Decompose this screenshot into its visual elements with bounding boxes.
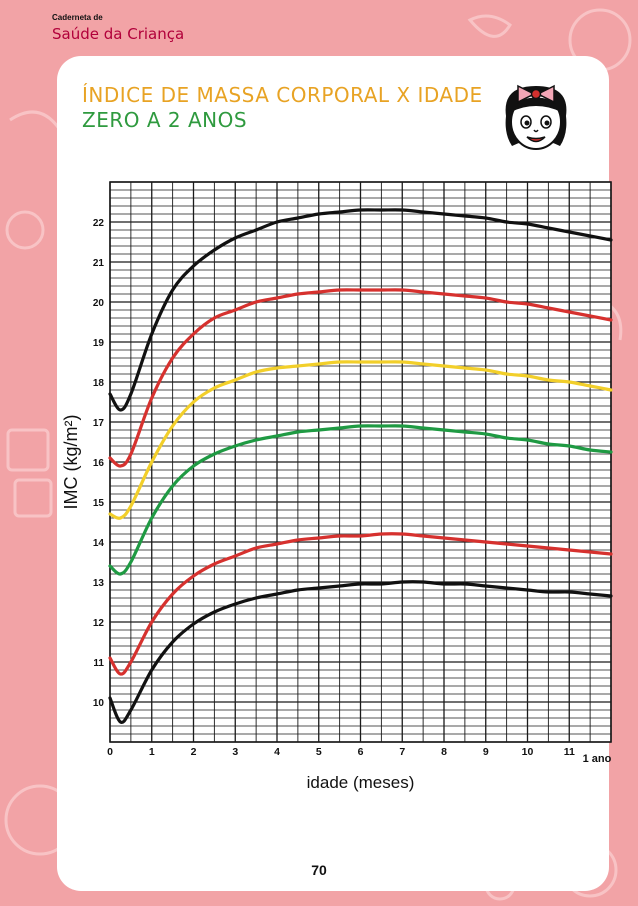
x-tick-label: 3 — [232, 746, 238, 758]
y-axis-label: IMC (kg/m²) — [61, 415, 81, 510]
booklet-title-top: Caderneta de — [52, 13, 103, 22]
curve-line-4 — [108, 424, 613, 576]
x-tick-label: 9 — [483, 746, 489, 758]
x-tick-label: 0 — [107, 746, 113, 758]
y-tick-label: 20 — [93, 298, 105, 309]
curve-line-1 — [108, 208, 613, 412]
curve-line-2 — [108, 288, 613, 468]
x-axis-label: idade (meses) — [307, 773, 415, 792]
x-tick-label: 1 ano — [583, 753, 612, 765]
y-tick-label: 10 — [93, 698, 105, 709]
curve-line-6 — [108, 580, 613, 724]
chart-title: ÍNDICE DE MASSA CORPORAL X IDADE — [82, 83, 483, 107]
y-tick-label: 11 — [93, 658, 104, 669]
booklet-title-bottom: Saúde da Criança — [52, 25, 185, 43]
page-number: 70 — [311, 862, 327, 878]
y-tick-label: 19 — [93, 338, 105, 349]
y-tick-label: 21 — [93, 258, 105, 269]
y-tick-label: 17 — [93, 418, 105, 429]
x-tick-label: 6 — [358, 746, 364, 758]
y-tick-label: 22 — [93, 218, 105, 229]
x-tick-label: 8 — [441, 746, 447, 758]
y-tick-label: 18 — [93, 378, 105, 389]
y-tick-label: 16 — [93, 458, 105, 469]
x-tick-label: 5 — [316, 746, 322, 758]
chart-subtitle: ZERO A 2 ANOS — [82, 108, 248, 132]
x-tick-label: 11 — [564, 746, 575, 758]
x-tick-label: 2 — [191, 746, 197, 758]
x-tick-label: 4 — [274, 746, 280, 758]
girl-face-icon — [505, 84, 567, 150]
x-tick-label: 1 — [149, 746, 155, 758]
y-tick-label: 14 — [93, 538, 105, 549]
horizontal-gridlines — [110, 181, 611, 743]
y-tick-label: 13 — [93, 578, 105, 589]
y-tick-label: 15 — [93, 498, 105, 509]
x-tick-label: 7 — [399, 746, 405, 758]
y-tick-label: 12 — [93, 618, 105, 629]
curve-line-5 — [108, 532, 613, 676]
x-tick-label: 10 — [522, 746, 534, 758]
curve-line-3 — [108, 360, 613, 520]
